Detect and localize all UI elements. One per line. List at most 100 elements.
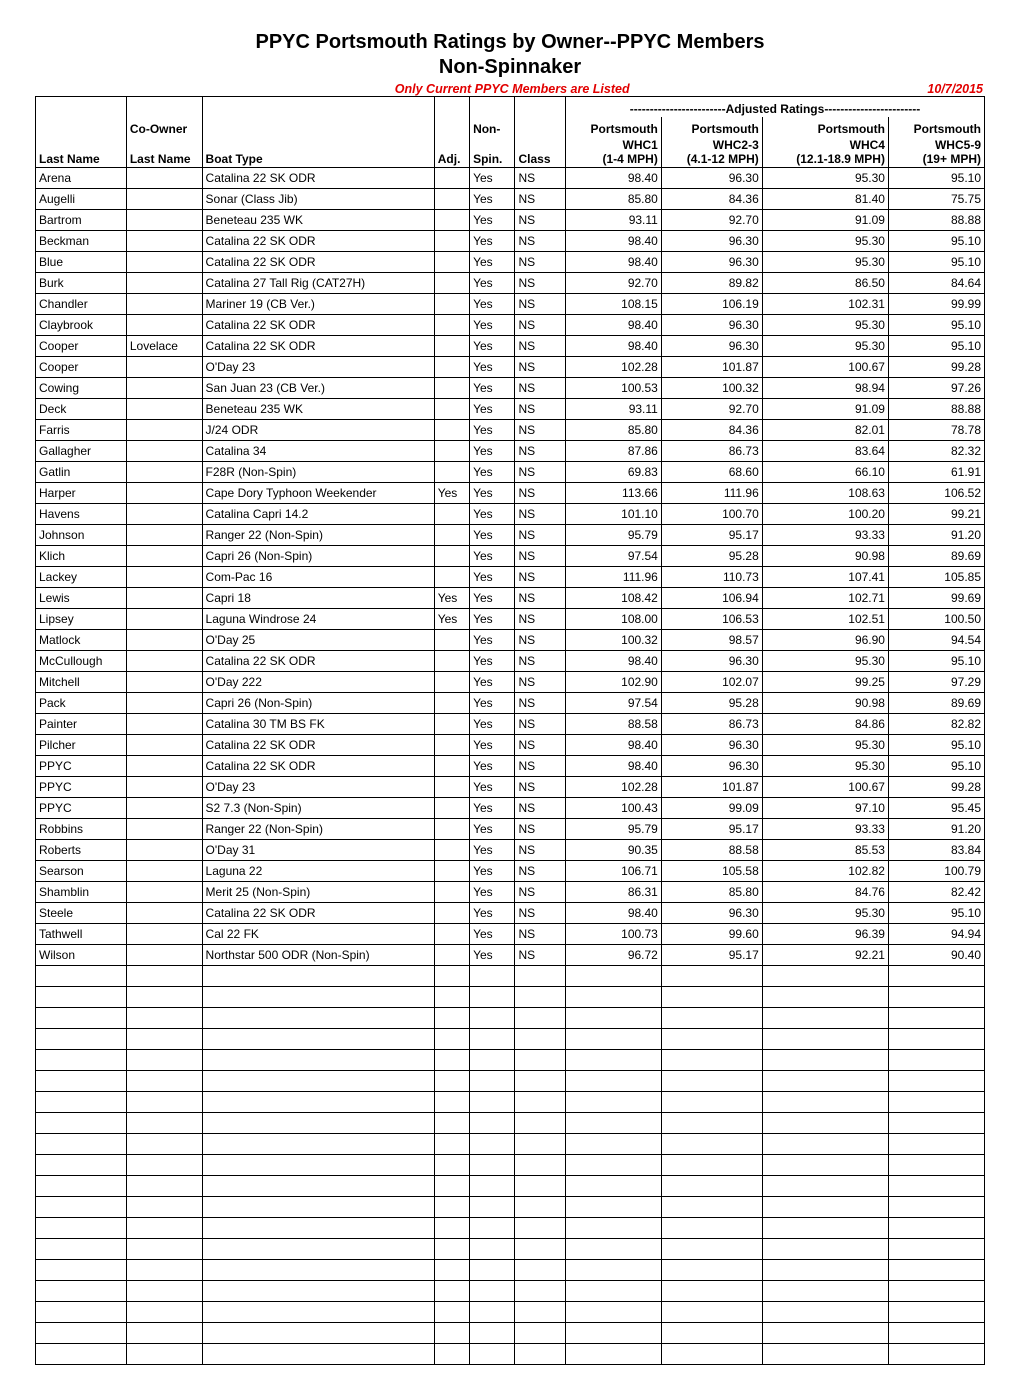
col-coowner-l2: Last Name [126, 137, 202, 168]
cell-w4: 99.99 [888, 294, 984, 315]
cell-w2: 96.30 [661, 315, 762, 336]
cell-boat: Catalina Capri 14.2 [202, 504, 434, 525]
cell-boat: Catalina 34 [202, 441, 434, 462]
cell-adj [434, 252, 469, 273]
cell-w3: 95.30 [762, 315, 888, 336]
cell-w1: 87.86 [565, 441, 661, 462]
cell-w2: 88.58 [661, 840, 762, 861]
cell-w4: 88.88 [888, 399, 984, 420]
cell-spin: Yes [470, 882, 515, 903]
cell-class: NS [515, 777, 565, 798]
cell-w4: 100.79 [888, 861, 984, 882]
col-last-name: Last Name [36, 97, 127, 168]
cell-w2: 101.87 [661, 777, 762, 798]
cell-co [126, 546, 202, 567]
cell-w2: 100.32 [661, 378, 762, 399]
cell-co [126, 735, 202, 756]
col-class: Class [515, 97, 565, 168]
cell-adj [434, 546, 469, 567]
cell-boat: Laguna 22 [202, 861, 434, 882]
cell-boat: Laguna Windrose 24 [202, 609, 434, 630]
col-w4-l1: Portsmouth [888, 117, 984, 137]
cell-spin: Yes [470, 945, 515, 966]
cell-last: Robbins [36, 819, 127, 840]
cell-boat: S2 7.3 (Non-Spin) [202, 798, 434, 819]
cell-spin: Yes [470, 504, 515, 525]
table-row: PilcherCatalina 22 SK ODRYesNS98.4096.30… [36, 735, 985, 756]
col-w3-l1: Portsmouth [762, 117, 888, 137]
cell-class: NS [515, 483, 565, 504]
table-row-empty [36, 966, 985, 987]
cell-boat: O'Day 25 [202, 630, 434, 651]
cell-boat: Ranger 22 (Non-Spin) [202, 819, 434, 840]
cell-co [126, 693, 202, 714]
cell-spin: Yes [470, 168, 515, 189]
col-non-l2: Spin. [470, 137, 515, 168]
table-row: ClaybrookCatalina 22 SK ODRYesNS98.4096.… [36, 315, 985, 336]
cell-boat: Catalina 22 SK ODR [202, 315, 434, 336]
cell-w1: 92.70 [565, 273, 661, 294]
cell-last: Blue [36, 252, 127, 273]
cell-w2: 96.30 [661, 756, 762, 777]
cell-spin: Yes [470, 252, 515, 273]
cell-w1: 88.58 [565, 714, 661, 735]
cell-adj [434, 945, 469, 966]
cell-w4: 99.69 [888, 588, 984, 609]
cell-w2: 86.73 [661, 714, 762, 735]
table-row-empty [36, 1008, 985, 1029]
cell-co [126, 441, 202, 462]
cell-w4: 61.91 [888, 462, 984, 483]
cell-co [126, 588, 202, 609]
cell-last: Augelli [36, 189, 127, 210]
cell-adj [434, 630, 469, 651]
report-date: 10/7/2015 [927, 82, 983, 96]
cell-class: NS [515, 693, 565, 714]
cell-spin: Yes [470, 357, 515, 378]
cell-class: NS [515, 315, 565, 336]
cell-w4: 99.28 [888, 777, 984, 798]
cell-w4: 99.21 [888, 504, 984, 525]
cell-spin: Yes [470, 735, 515, 756]
cell-spin: Yes [470, 462, 515, 483]
cell-w3: 98.94 [762, 378, 888, 399]
cell-co [126, 273, 202, 294]
cell-co [126, 861, 202, 882]
cell-w4: 95.10 [888, 651, 984, 672]
cell-spin: Yes [470, 756, 515, 777]
cell-w1: 108.15 [565, 294, 661, 315]
cell-w4: 100.50 [888, 609, 984, 630]
cell-w4: 97.29 [888, 672, 984, 693]
table-row: BeckmanCatalina 22 SK ODRYesNS98.4096.30… [36, 231, 985, 252]
page-title-line2: Non-Spinnaker [35, 55, 985, 80]
table-row-empty [36, 1302, 985, 1323]
cell-boat: Capri 18 [202, 588, 434, 609]
cell-class: NS [515, 252, 565, 273]
cell-boat: Catalina 22 SK ODR [202, 336, 434, 357]
cell-last: Chandler [36, 294, 127, 315]
cell-co [126, 525, 202, 546]
cell-boat: F28R (Non-Spin) [202, 462, 434, 483]
cell-adj [434, 420, 469, 441]
cell-w4: 94.94 [888, 924, 984, 945]
cell-adj [434, 651, 469, 672]
cell-spin: Yes [470, 210, 515, 231]
cell-w2: 99.09 [661, 798, 762, 819]
cell-spin: Yes [470, 609, 515, 630]
cell-last: Claybrook [36, 315, 127, 336]
cell-adj [434, 504, 469, 525]
cell-w1: 108.42 [565, 588, 661, 609]
cell-boat: O'Day 23 [202, 777, 434, 798]
cell-adj [434, 819, 469, 840]
cell-w1: 100.73 [565, 924, 661, 945]
cell-w4: 89.69 [888, 693, 984, 714]
cell-class: NS [515, 567, 565, 588]
cell-w2: 85.80 [661, 882, 762, 903]
cell-w1: 93.11 [565, 210, 661, 231]
cell-w3: 95.30 [762, 756, 888, 777]
cell-boat: Ranger 22 (Non-Spin) [202, 525, 434, 546]
cell-spin: Yes [470, 924, 515, 945]
table-row-empty [36, 1071, 985, 1092]
cell-spin: Yes [470, 378, 515, 399]
table-row: HarperCape Dory Typhoon WeekenderYesYesN… [36, 483, 985, 504]
cell-spin: Yes [470, 315, 515, 336]
